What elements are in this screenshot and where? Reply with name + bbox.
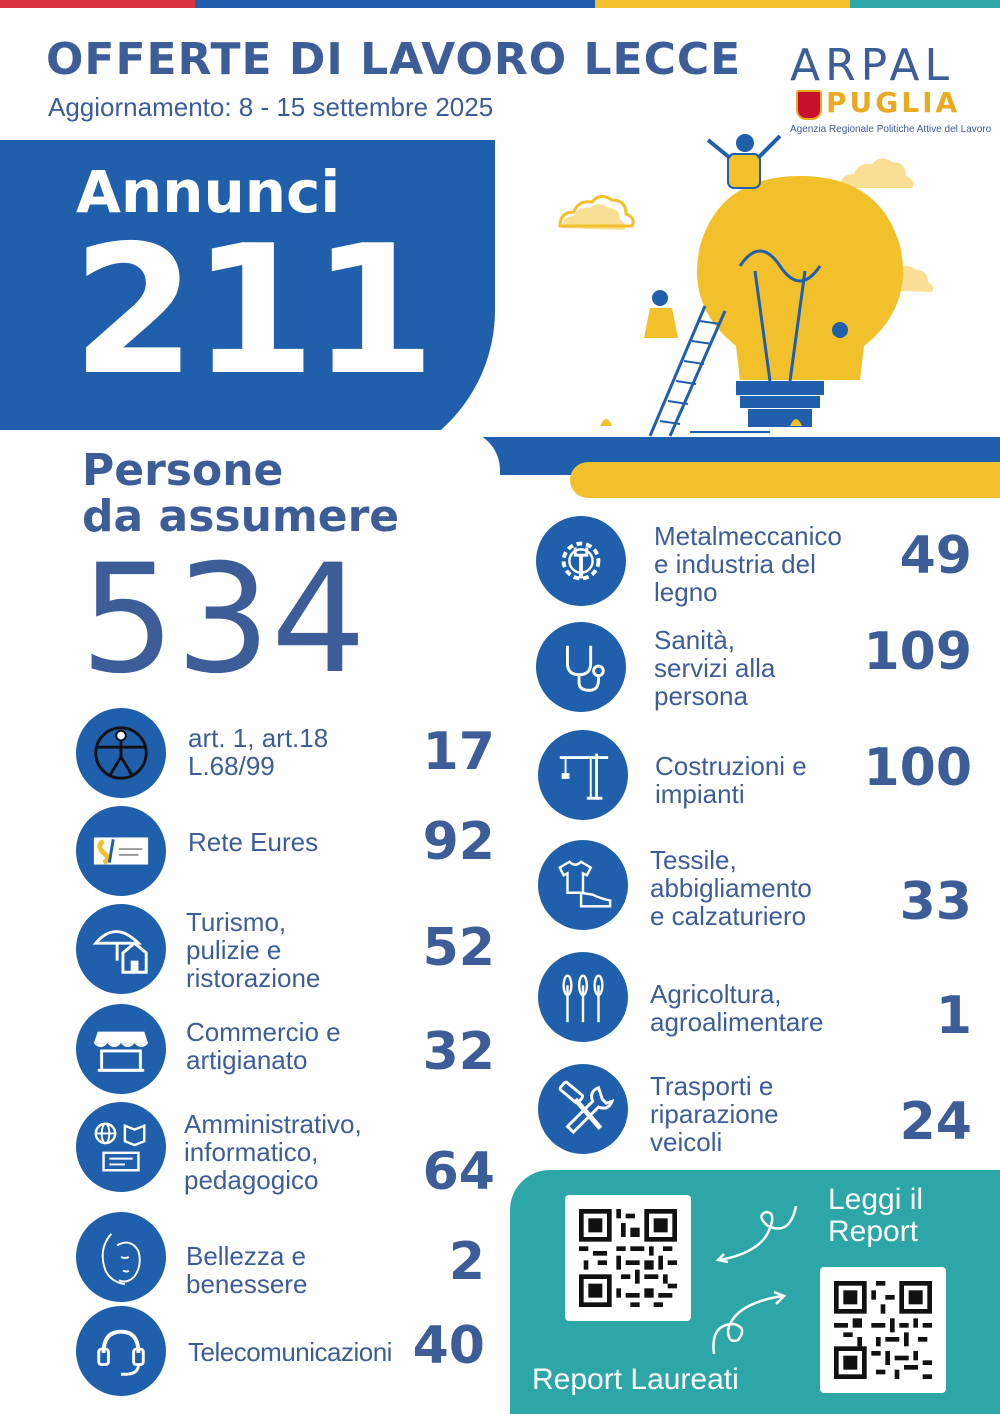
woman-face-icon <box>76 1212 166 1302</box>
persone-label-line1: Persone <box>82 445 284 496</box>
category-label: Metalmeccanico e industria del legno <box>654 521 842 607</box>
category-label: Turismo, pulizie e ristorazione <box>186 907 321 993</box>
category-label: Rete Eures <box>188 827 319 857</box>
category-label: Commercio e artigianato <box>186 1017 341 1075</box>
umbrella-house-icon <box>76 904 166 994</box>
category-value: 24 <box>899 1092 972 1152</box>
category-value: 92 <box>422 812 495 872</box>
category-value: 32 <box>422 1022 495 1082</box>
annunci-panel <box>0 140 495 470</box>
hammer-wrench-icon <box>538 1064 628 1154</box>
update-date: Aggiornamento: 8 - 15 settembre 2025 <box>48 92 494 122</box>
accessibility-icon <box>76 708 166 798</box>
market-stall-icon <box>76 1004 166 1094</box>
logo-arpal: ARPAL <box>790 40 955 91</box>
crane-icon <box>538 730 628 820</box>
globe-book-id-icon <box>76 1102 166 1192</box>
report-laureati-text: Report Laureati <box>532 1363 739 1396</box>
logo-agenzia: Agenzia Regionale Politiche Attive del L… <box>790 124 992 135</box>
category-label: Telecomunicazioni <box>188 1337 392 1367</box>
leggi-report-text: Leggi il Report <box>828 1183 924 1248</box>
category-value: 40 <box>412 1316 485 1376</box>
category-value: 109 <box>863 622 972 682</box>
persone-value: 534 <box>80 533 367 707</box>
arrow-to-qr-icon <box>715 1205 798 1264</box>
category-value: 2 <box>448 1232 485 1292</box>
category-value: 49 <box>899 526 972 586</box>
category-value: 1 <box>935 986 972 1046</box>
headset-icon <box>76 1306 166 1396</box>
qr-code-report-laureati[interactable] <box>820 1267 946 1393</box>
category-value: 33 <box>899 872 972 932</box>
qr-code-leggi-report[interactable] <box>565 1195 691 1321</box>
eures-logo-icon <box>76 806 166 896</box>
category-value: 100 <box>863 738 972 798</box>
annunci-value: 211 <box>72 207 436 414</box>
logo-puglia: PUGLIA <box>826 86 961 119</box>
category-label: Costruzioni e impianti <box>655 751 807 809</box>
category-label: Trasporti e riparazione veicoli <box>650 1071 779 1157</box>
category-value: 64 <box>422 1142 495 1202</box>
category-value: 17 <box>422 722 495 782</box>
yellow-stripe <box>570 462 1000 498</box>
category-label: Tessile, abbigliamento e calzaturiero <box>650 845 812 931</box>
qr-icon <box>834 1281 932 1379</box>
category-label: Agricoltura, agroalimentare <box>650 979 824 1037</box>
qr-icon <box>579 1209 677 1307</box>
category-label: Sanità, servizi alla persona <box>654 625 776 711</box>
annunci-label: Annunci <box>76 158 341 226</box>
category-label: art. 1, art.18 L.68/99 <box>188 723 329 781</box>
gear-wrench-icon <box>536 516 626 606</box>
top-color-bar <box>0 0 1000 8</box>
category-value: 52 <box>422 918 495 978</box>
lightbulb-illustration <box>558 134 934 437</box>
page-title: OFFERTE DI LAVORO LECCE <box>46 34 742 85</box>
persone-label-line2: da assumere <box>82 491 400 542</box>
category-label: Amministrativo, informatico, pedagogico <box>184 1109 362 1195</box>
crest-icon <box>796 90 822 120</box>
tshirt-shoe-icon <box>538 840 628 930</box>
arrow-to-qr-icon <box>712 1290 787 1355</box>
stethoscope-icon <box>536 622 626 712</box>
arpal-puglia-logo: ARPAL PUGLIA Agenzia Regionale Politiche… <box>790 40 991 140</box>
category-label: Bellezza e benessere <box>186 1241 308 1299</box>
persone-label: Persone da assumere <box>82 448 399 540</box>
wheat-icon <box>538 952 628 1042</box>
